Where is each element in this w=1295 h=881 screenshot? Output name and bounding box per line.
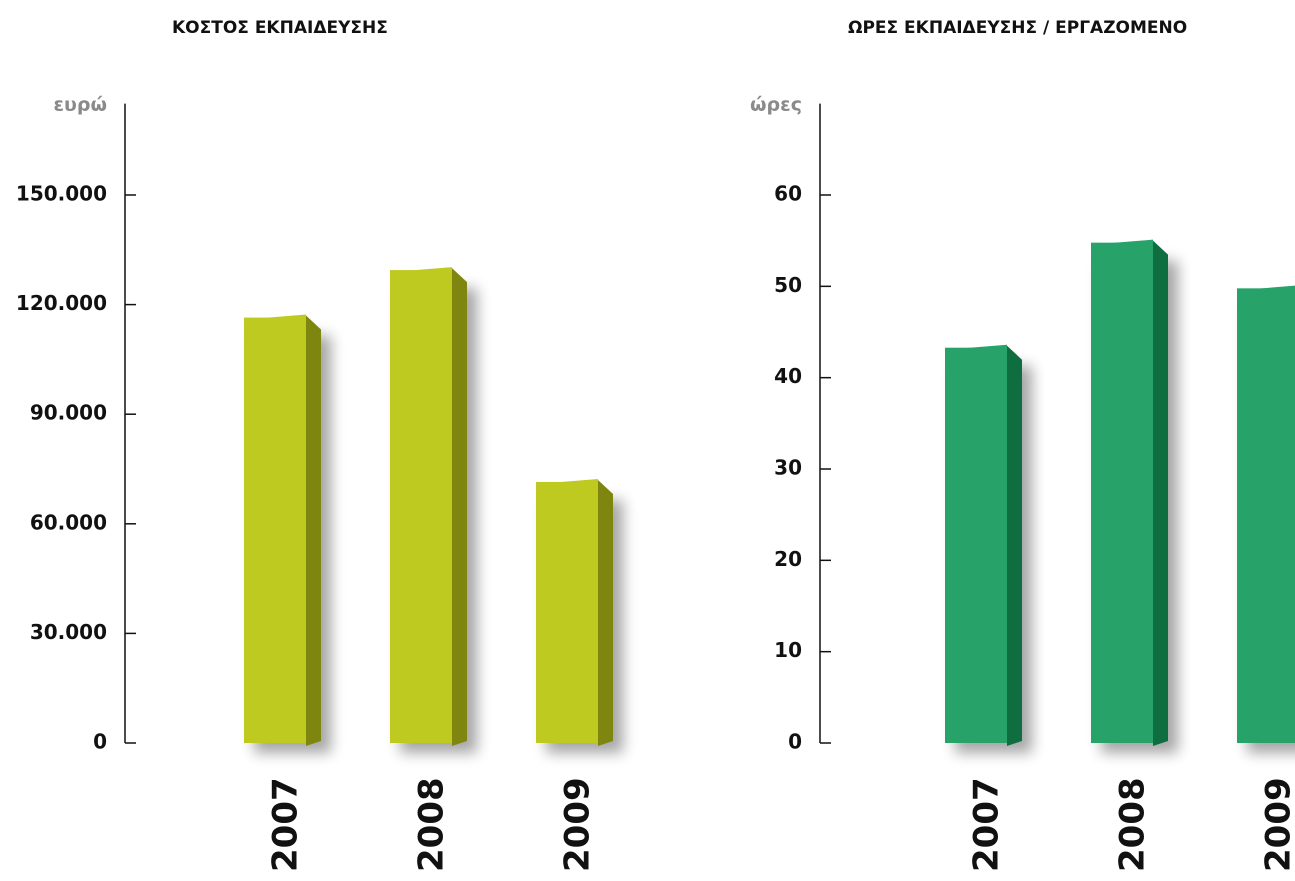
bar-side: [1007, 346, 1022, 746]
y-tick-label: 60.000: [30, 510, 107, 534]
bar: [945, 348, 1007, 743]
y-tick-label: 0: [93, 730, 107, 754]
y-tick-label: 10: [774, 638, 802, 662]
x-tick-label: 2009: [1259, 777, 1295, 872]
y-tick-label: 60: [774, 182, 802, 206]
bar: [244, 318, 306, 743]
bar: [536, 482, 598, 743]
y-tick-label: 30: [774, 456, 802, 480]
bar: [1091, 243, 1153, 743]
y-tick-label: 150.000: [16, 182, 107, 206]
chart: ΚΟΣΤΟΣ ΕΚΠΑΙΔΕΥΣΗΣ ευρώ 0 30.000 60.000 90.00…: [16, 18, 623, 872]
x-tick-label: 2007: [967, 777, 1007, 872]
bar-side: [452, 268, 467, 746]
bar-side: [1153, 241, 1168, 746]
bar: [390, 270, 452, 743]
x-tick-label: 2007: [266, 777, 306, 872]
y-tick-label: 120.000: [16, 291, 107, 315]
y-tick-label: 40: [774, 364, 802, 388]
x-tick-label: 2009: [558, 777, 598, 872]
y-tick-label: 90.000: [30, 401, 107, 425]
chart-title: ΚΟΣΤΟΣ ΕΚΠΑΙΔΕΥΣΗΣ: [172, 18, 388, 38]
y-axis-label: ώρες: [750, 94, 802, 116]
y-tick-label: 20: [774, 547, 802, 571]
y-tick-label: 30.000: [30, 620, 107, 644]
bar-side: [598, 480, 613, 746]
bar-side: [306, 316, 321, 746]
bar: [1237, 288, 1295, 743]
y-tick-label: 0: [788, 730, 802, 754]
chart: ΩΡΕΣ ΕΚΠΑΙΔΕΥΣΗΣ / ΕΡΓΑΖΟΜΕΝΟ ώρες 0 10 20 30…: [750, 18, 1295, 872]
x-tick-label: 2008: [412, 777, 452, 872]
x-tick-label: 2008: [1113, 777, 1153, 872]
y-axis-label: ευρώ: [53, 94, 107, 116]
y-tick-label: 50: [774, 273, 802, 297]
chart-title: ΩΡΕΣ ΕΚΠΑΙΔΕΥΣΗΣ / ΕΡΓΑΖΟΜΕΝΟ: [848, 18, 1187, 38]
